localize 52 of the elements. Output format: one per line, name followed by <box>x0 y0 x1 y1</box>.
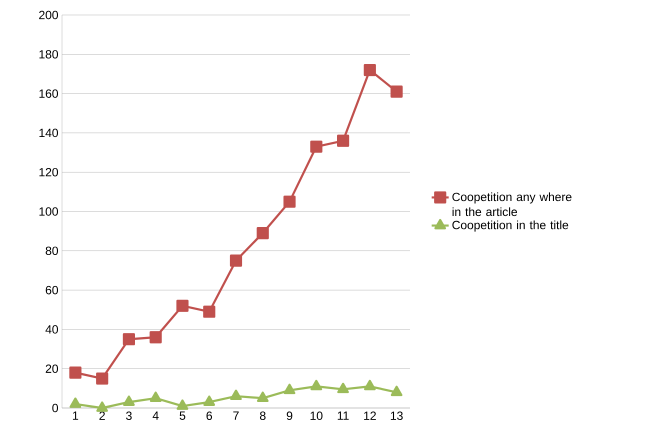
point <box>176 399 188 410</box>
x-tick-label: 8 <box>260 412 266 420</box>
x-tick-label: 12 <box>364 412 376 420</box>
y-tick-label: 40 <box>45 325 58 334</box>
y-tick-label: 0 <box>52 404 58 412</box>
point <box>256 392 269 402</box>
point <box>122 333 135 346</box>
point <box>256 227 269 240</box>
point <box>310 140 322 153</box>
point <box>150 392 162 402</box>
x-tick-label: 9 <box>286 412 292 420</box>
x-tick-label: 6 <box>206 412 212 420</box>
x-tick-label: 3 <box>126 412 132 420</box>
y-tick-label: 140 <box>39 128 58 138</box>
point <box>96 401 108 412</box>
point <box>230 254 242 267</box>
x-tick-label: 1 <box>72 412 78 420</box>
x-tick-label: 2 <box>99 412 105 420</box>
y-tick-label: 80 <box>46 246 58 256</box>
point <box>176 300 189 312</box>
x-tick-label: 4 <box>152 412 159 420</box>
x-tick-label: 10 <box>310 412 322 420</box>
x-tick-label: 5 <box>180 412 186 420</box>
y-tick-label: 20 <box>46 364 58 373</box>
point <box>337 134 350 147</box>
y-tick-label: 100 <box>39 207 58 216</box>
point <box>230 390 242 400</box>
point <box>364 64 376 76</box>
legend-label: Coopetition any where in the article <box>452 192 572 216</box>
point <box>337 382 349 394</box>
x-tick-label: 7 <box>233 412 239 420</box>
y-tick-label: 200 <box>39 10 58 20</box>
point <box>390 386 402 396</box>
point <box>390 86 403 98</box>
point <box>283 196 296 208</box>
legend-label: Coopetition in the title <box>452 220 568 232</box>
y-tick-label: 120 <box>39 168 58 176</box>
x-tick-label: 13 <box>390 412 403 420</box>
point <box>284 384 296 394</box>
point <box>203 396 216 406</box>
point <box>150 331 162 344</box>
point <box>96 372 108 385</box>
point <box>310 380 322 390</box>
y-tick-label: 60 <box>46 286 58 294</box>
point <box>123 396 135 406</box>
y-tick-label: 180 <box>39 50 58 59</box>
point <box>364 380 376 390</box>
x-tick-label: 11 <box>338 412 349 420</box>
y-tick-label: 160 <box>39 89 58 98</box>
point <box>203 306 216 318</box>
point <box>70 397 82 408</box>
point <box>69 366 82 379</box>
